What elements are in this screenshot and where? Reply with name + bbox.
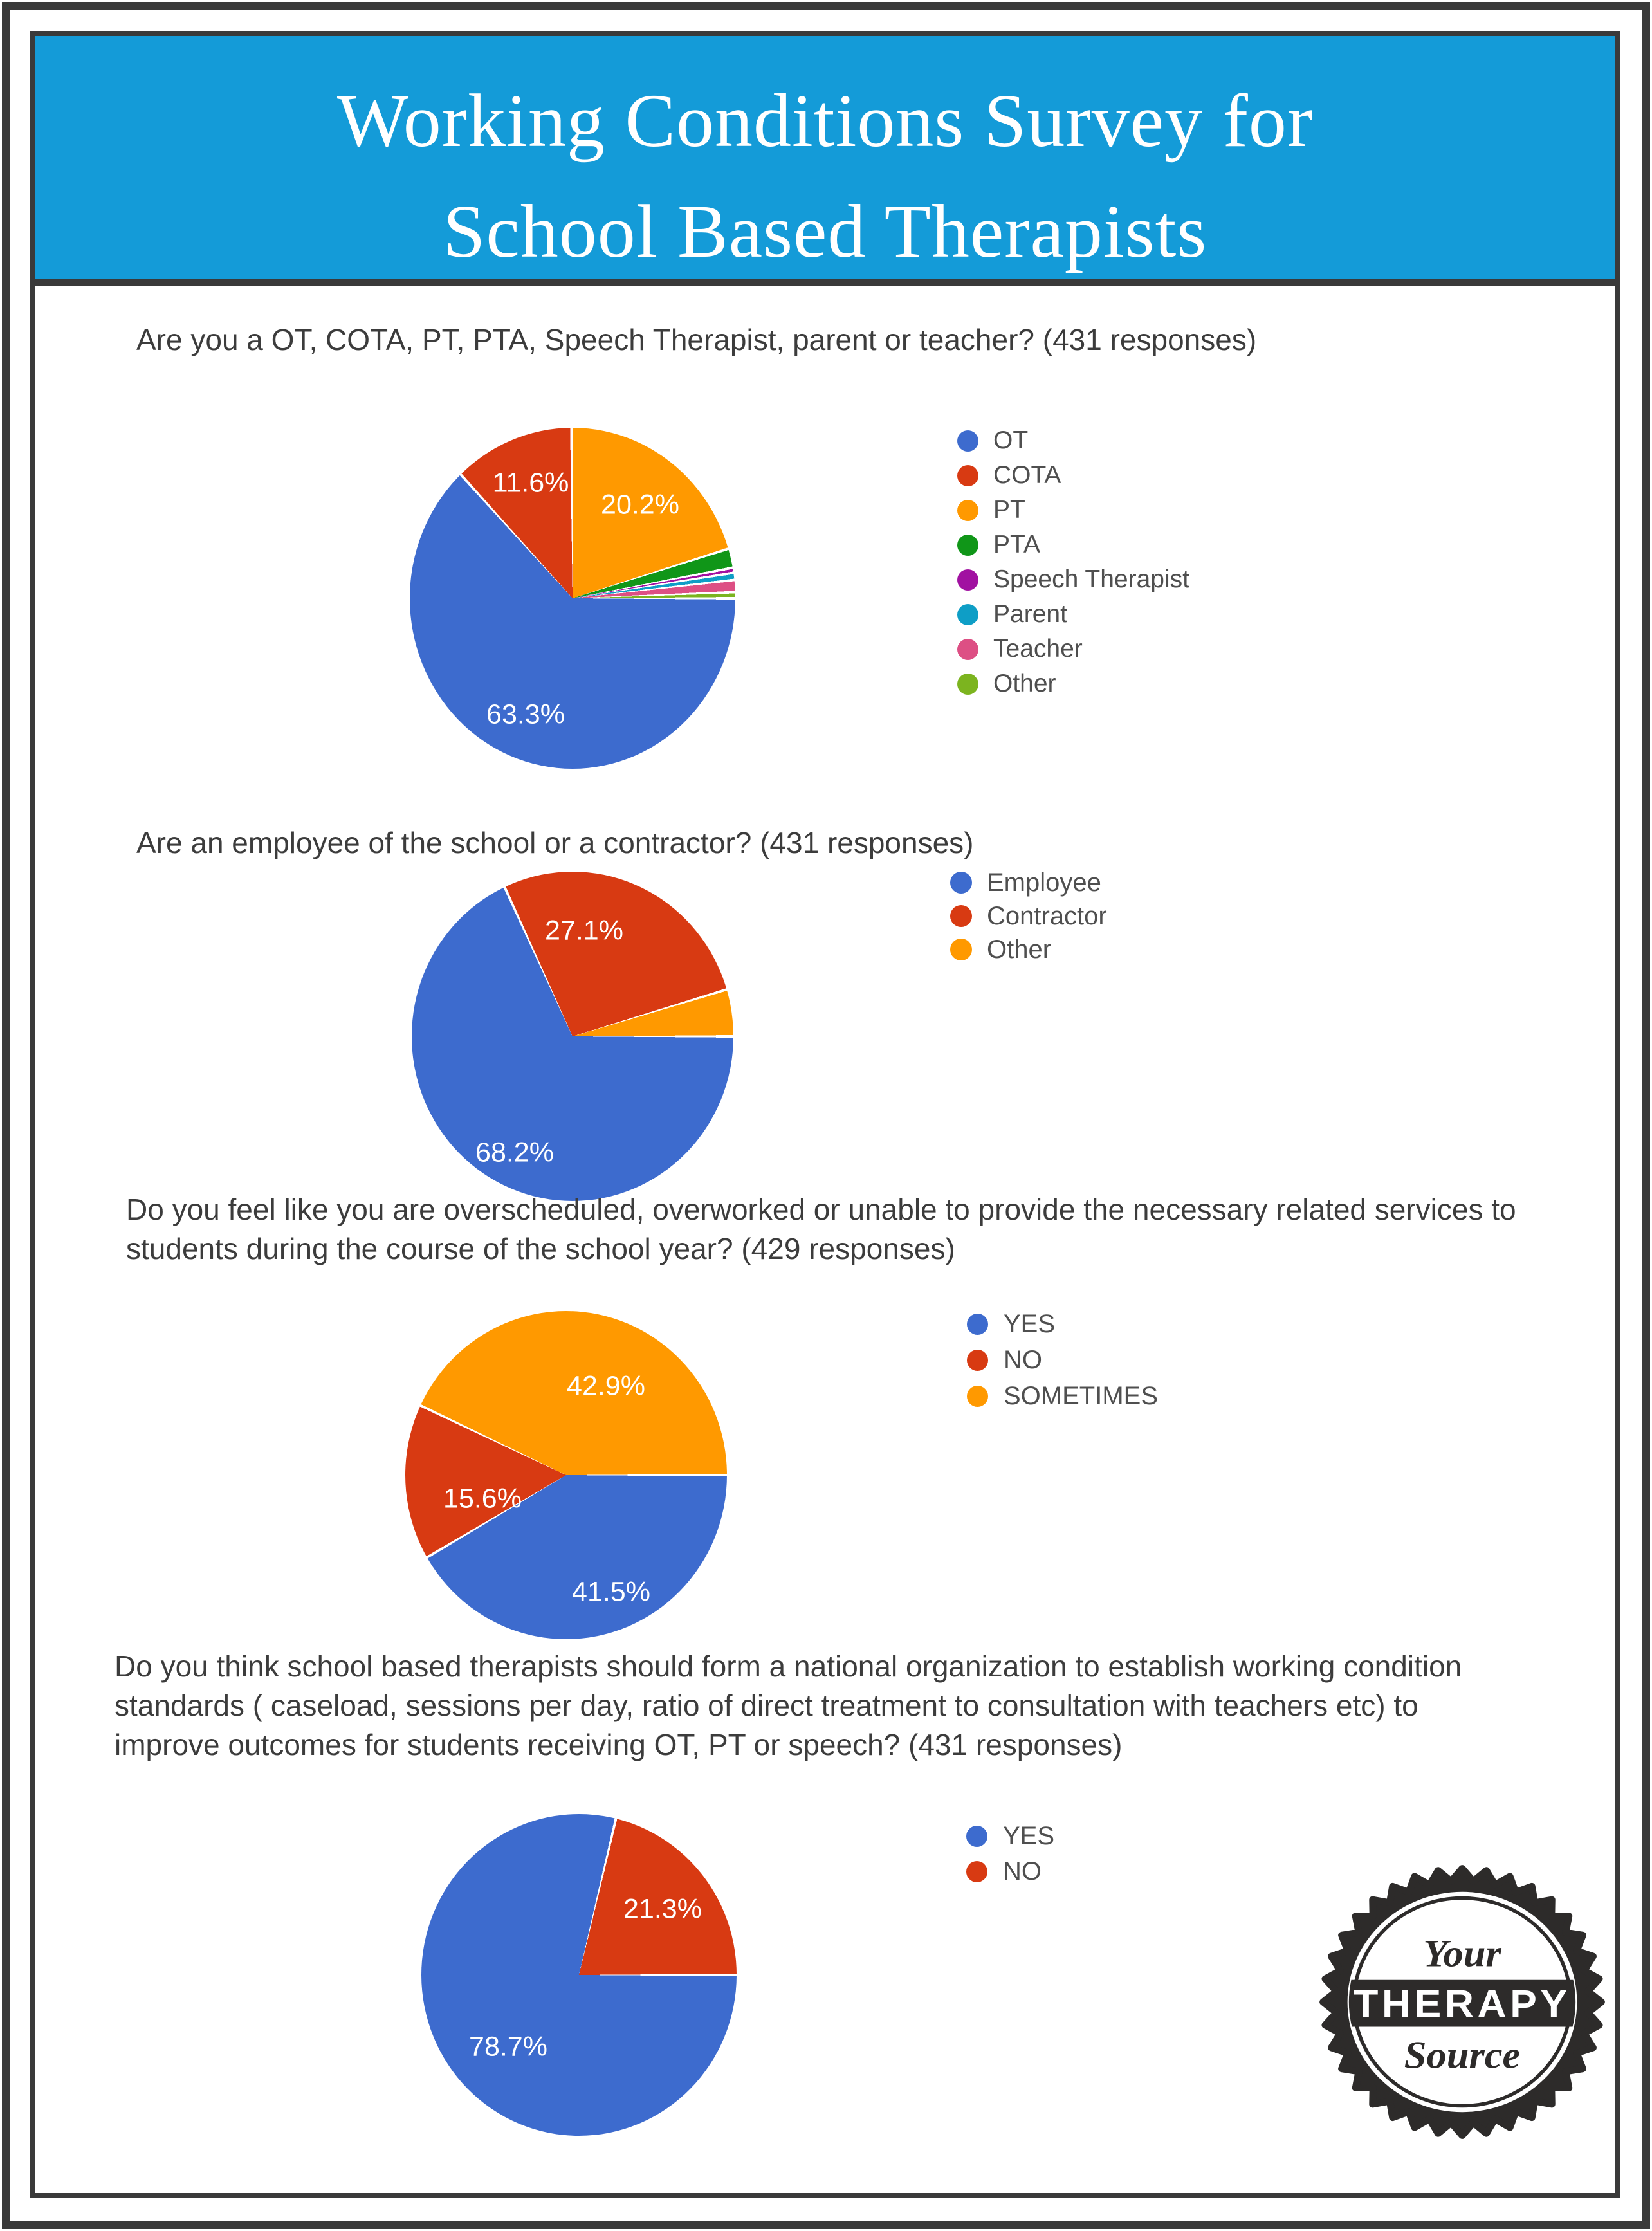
page-title-line1: Working Conditions Survey for bbox=[336, 78, 1314, 163]
pie3-label-yes: 41.5% bbox=[572, 1576, 650, 1608]
legend-2: Employee Contractor Other bbox=[950, 866, 1107, 966]
logo-word-source: Source bbox=[1404, 2034, 1520, 2077]
legend-item: Speech Therapist bbox=[957, 562, 1189, 597]
legend-item: NO bbox=[966, 1854, 1054, 1889]
legend-item: SOMETIMES bbox=[967, 1378, 1158, 1414]
pie-chart-2: 27.1% 68.2% bbox=[412, 872, 733, 1201]
legend-item: YES bbox=[966, 1819, 1054, 1854]
legend-label: COTA bbox=[993, 461, 1061, 489]
legend-dot-icon bbox=[957, 603, 978, 625]
legend-item: Other bbox=[957, 666, 1189, 701]
pie4-label-no: 21.3% bbox=[623, 1893, 702, 1925]
logo-word-your: Your bbox=[1423, 1932, 1502, 1975]
legend-item: Teacher bbox=[957, 632, 1189, 666]
legend-dot-icon bbox=[957, 464, 978, 486]
legend-item: Employee bbox=[950, 866, 1107, 899]
pie4-label-yes: 78.7% bbox=[469, 2031, 547, 2062]
legend-item: PTA bbox=[957, 528, 1189, 562]
badge-band bbox=[1348, 1979, 1576, 2027]
pie1-label-ot: 63.3% bbox=[486, 699, 565, 730]
legend-label: PT bbox=[993, 496, 1025, 524]
page-border-inner bbox=[30, 31, 1620, 2198]
legend-label: Teacher bbox=[993, 635, 1083, 663]
legend-dot-icon bbox=[967, 1385, 988, 1407]
legend-item: COTA bbox=[957, 458, 1189, 493]
legend-item: NO bbox=[967, 1342, 1158, 1378]
pie-chart-4: 21.3% 78.7% bbox=[421, 1814, 737, 2136]
legend-label: YES bbox=[1004, 1309, 1056, 1338]
legend-label: PTA bbox=[993, 531, 1040, 558]
legend-dot-icon bbox=[967, 1313, 988, 1335]
your-therapy-source-logo: Your THERAPY Source bbox=[1319, 1864, 1606, 2140]
legend-dot-icon bbox=[957, 638, 978, 660]
pie1-label-pt: 20.2% bbox=[601, 489, 679, 520]
legend-dot-icon bbox=[957, 499, 978, 521]
question-4-text: Do you think school based therapists sho… bbox=[115, 1649, 1462, 1761]
legend-3: YES NO SOMETIMES bbox=[967, 1306, 1158, 1414]
legend-label: NO bbox=[1004, 1345, 1042, 1374]
legend-item: PT bbox=[957, 493, 1189, 528]
legend-dot-icon bbox=[957, 673, 978, 695]
legend-item: Parent bbox=[957, 597, 1189, 632]
page-title: Working Conditions Survey for School Bas… bbox=[35, 36, 1615, 287]
legend-label: Speech Therapist bbox=[993, 565, 1189, 593]
question-3-text: Do you feel like you are overscheduled, … bbox=[126, 1193, 1516, 1265]
question-2-text: Are an employee of the school or a contr… bbox=[136, 826, 974, 859]
legend-label: Contractor bbox=[987, 901, 1107, 930]
legend-item: Contractor bbox=[950, 899, 1107, 933]
pie3-label-sometimes: 42.9% bbox=[567, 1370, 645, 1402]
title-banner: Working Conditions Survey for School Bas… bbox=[35, 36, 1615, 286]
legend-dot-icon bbox=[950, 939, 972, 960]
legend-dot-icon bbox=[966, 1861, 987, 1882]
pie2-label-employee: 68.2% bbox=[475, 1137, 554, 1168]
legend-dot-icon bbox=[957, 534, 978, 556]
legend-label: NO bbox=[1003, 1857, 1042, 1886]
logo-word-therapy: THERAPY bbox=[1354, 1983, 1570, 2026]
pie1-label-cota: 11.6% bbox=[492, 467, 569, 499]
legend-4: YES NO bbox=[966, 1819, 1054, 1889]
legend-label: Other bbox=[987, 935, 1052, 964]
legend-dot-icon bbox=[950, 872, 972, 894]
legend-item: YES bbox=[967, 1306, 1158, 1342]
badge-seal-icon: Your THERAPY Source bbox=[1319, 1865, 1605, 2139]
legend-dot-icon bbox=[950, 905, 972, 927]
legend-dot-icon bbox=[957, 569, 978, 591]
legend-item: Other bbox=[950, 933, 1107, 966]
pie-chart-1: 11.6% 20.2% 63.3% bbox=[410, 428, 735, 769]
legend-dot-icon bbox=[966, 1826, 987, 1847]
legend-dot-icon bbox=[967, 1349, 988, 1371]
page-title-line2: School Based Therapists bbox=[443, 189, 1207, 273]
pie-chart-3: 42.9% 15.6% 41.5% bbox=[405, 1311, 727, 1639]
pie3-label-no: 15.6% bbox=[443, 1483, 522, 1514]
question-1-text: Are you a OT, COTA, PT, PTA, Speech Ther… bbox=[136, 323, 1257, 356]
legend-label: Other bbox=[993, 670, 1056, 697]
legend-dot-icon bbox=[957, 430, 978, 452]
legend-label: Employee bbox=[987, 868, 1101, 897]
legend-item: OT bbox=[957, 423, 1189, 458]
legend-1: OT COTA PT PTA Speech Therapist Parent T… bbox=[957, 423, 1189, 701]
legend-label: SOMETIMES bbox=[1004, 1381, 1159, 1410]
legend-label: OT bbox=[993, 427, 1029, 454]
legend-label: YES bbox=[1003, 1822, 1055, 1850]
pie2-label-contractor: 27.1% bbox=[545, 915, 623, 946]
legend-label: Parent bbox=[993, 600, 1067, 628]
